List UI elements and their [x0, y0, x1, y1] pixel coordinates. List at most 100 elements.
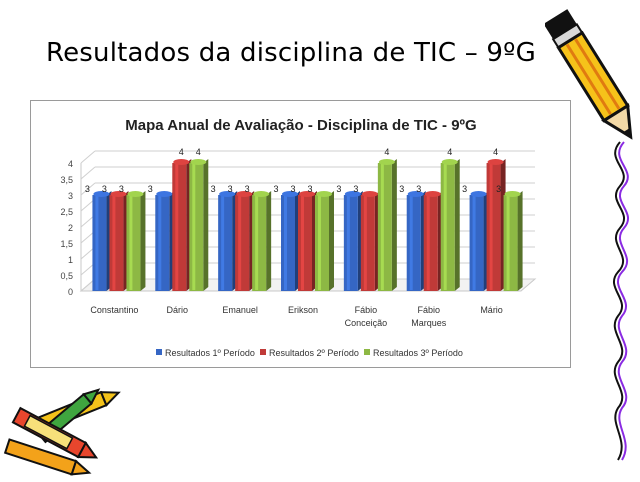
bar [298, 195, 312, 291]
bar [189, 163, 204, 291]
bar-top [299, 191, 315, 197]
data-label: 3 [273, 184, 278, 194]
bar-highlight [158, 196, 162, 290]
bar [377, 163, 392, 291]
bar-top [236, 191, 253, 197]
bar [486, 163, 501, 291]
bar-highlight [95, 196, 99, 290]
data-label: 3 [245, 184, 250, 194]
bar-top [219, 191, 236, 197]
chart-frame: Mapa Anual de Avaliação - Disciplina de … [30, 100, 571, 368]
bar-highlight [192, 164, 196, 290]
bar-top [127, 191, 144, 197]
category-label: Fábio Marques [411, 305, 447, 328]
category-label: Emanuel [222, 305, 258, 315]
y-tick-label: 2,5 [60, 207, 73, 217]
bar-side [140, 191, 146, 291]
bar-top [441, 159, 458, 165]
bar-highlight [255, 196, 259, 290]
category-label: Constantino [90, 305, 138, 315]
gridline-depth [80, 182, 96, 196]
data-label: 3 [290, 184, 295, 194]
slide-title: Resultados da disciplina de TIC – 9ºG [46, 38, 536, 68]
crayons-icon [3, 388, 121, 476]
data-label: 3 [353, 184, 358, 194]
bar-chart: Mapa Anual de Avaliação - Disciplina de … [60, 117, 537, 358]
bar-top [487, 159, 504, 165]
bar-side [329, 191, 334, 291]
bar-side [454, 159, 460, 291]
bar-top [470, 191, 487, 197]
bar-top [110, 191, 127, 197]
bar-top [173, 159, 190, 165]
data-label: 3 [462, 184, 467, 194]
data-label: 3 [416, 184, 421, 194]
bar-highlight [221, 196, 225, 290]
pencil-scribble-icon [612, 141, 630, 461]
bar [155, 195, 170, 291]
bar-highlight [380, 164, 384, 290]
category-label: Erikson [288, 305, 318, 315]
bar-highlight [238, 196, 242, 290]
bar-top [361, 191, 378, 197]
bar [252, 195, 267, 291]
data-label: 3 [228, 184, 233, 194]
category-label: Mário [480, 305, 503, 315]
bar-top [407, 191, 424, 197]
bar-top [282, 191, 298, 197]
gridline-depth [80, 150, 96, 164]
bar-highlight [346, 196, 350, 290]
y-tick-label: 1,5 [60, 239, 73, 249]
bar [440, 163, 455, 291]
bar-top [93, 191, 110, 197]
y-tick-label: 3,5 [60, 175, 73, 185]
legend-label: Resultados 2º Período [269, 348, 359, 358]
bar-highlight [284, 196, 287, 290]
bar-highlight [443, 164, 447, 290]
bar-top [378, 159, 395, 165]
data-label: 3 [211, 184, 216, 194]
y-tick-label: 0,5 [60, 271, 73, 281]
y-tick-label: 2 [68, 223, 73, 233]
legend-label: Resultados 3º Período [373, 348, 463, 358]
bar [469, 195, 484, 291]
bar [235, 195, 250, 291]
data-label: 3 [102, 184, 107, 194]
bar-highlight [112, 196, 116, 290]
gridline-depth [80, 166, 96, 180]
bar [109, 195, 124, 291]
bar [343, 195, 358, 291]
chart-title: Mapa Anual de Avaliação - Disciplina de … [125, 117, 476, 134]
bar-side [391, 159, 397, 291]
bar [503, 195, 518, 291]
data-label: 3 [307, 184, 312, 194]
legend-swatch [260, 349, 266, 355]
bar-top [156, 191, 173, 197]
bar [315, 195, 329, 291]
bar-top [316, 191, 332, 197]
bar-highlight [175, 164, 179, 290]
data-label: 4 [384, 147, 389, 157]
y-tick-label: 4 [68, 159, 73, 169]
bar-highlight [472, 196, 476, 290]
bar-side [266, 191, 272, 291]
bar [360, 195, 375, 291]
bar-highlight [301, 196, 304, 290]
bar-top [344, 191, 361, 197]
bar-highlight [363, 196, 367, 290]
data-label: 3 [85, 184, 90, 194]
bar-top [253, 191, 270, 197]
bar-top [190, 159, 207, 165]
legend-swatch [364, 349, 370, 355]
category-label: Dário [167, 305, 189, 315]
data-label: 3 [336, 184, 341, 194]
data-label: 3 [399, 184, 404, 194]
y-tick-label: 1 [68, 255, 73, 265]
category-label: Fábio Conceição [345, 305, 388, 328]
bar-highlight [129, 196, 133, 290]
data-label: 4 [447, 147, 452, 157]
bar [126, 195, 141, 291]
y-tick-label: 3 [68, 191, 73, 201]
bar [423, 195, 438, 291]
bar-highlight [409, 196, 413, 290]
